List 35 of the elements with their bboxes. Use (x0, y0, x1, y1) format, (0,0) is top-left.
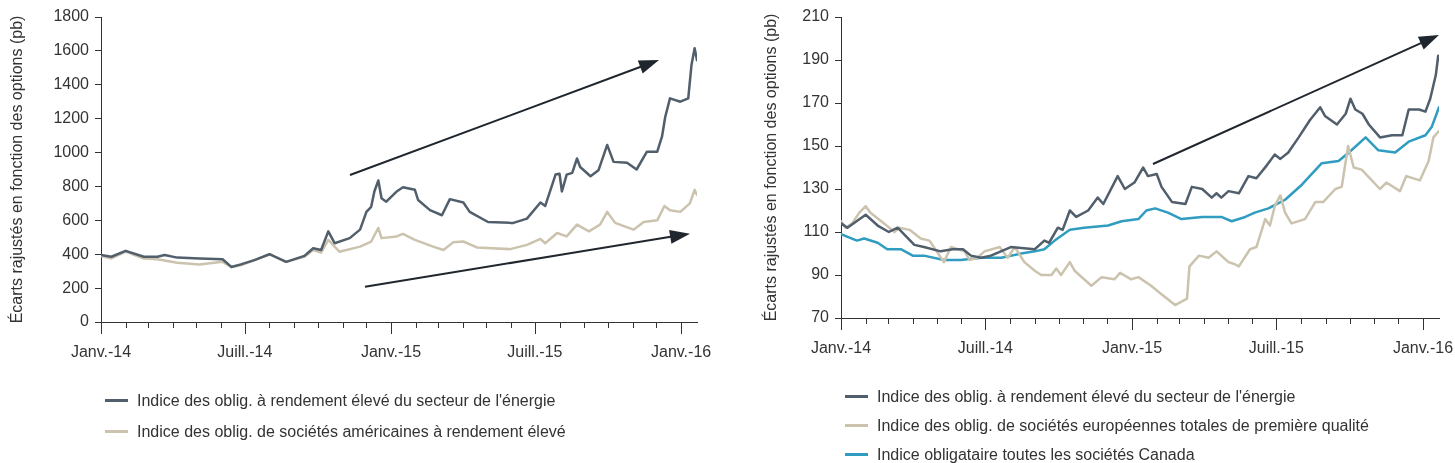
x-tick-label: Janv.-15 (360, 343, 422, 361)
y-tick-label: 130 (802, 179, 830, 197)
y-tick-label: 110 (803, 222, 830, 240)
y-tick-label: 800 (62, 176, 90, 194)
x-tick-label: Juill.-15 (1248, 339, 1305, 357)
x-tick-label: Janv.-14 (70, 343, 132, 361)
y-tick-label: 1200 (53, 109, 90, 127)
y-axis-title: Écarts rajustés en fonction des options (pb) (7, 15, 26, 324)
y-tick-label: 1800 (53, 7, 90, 25)
x-tick-label: Juill.-15 (507, 343, 563, 361)
y-tick-label: 70 (811, 308, 830, 326)
y-tick-label: 600 (62, 210, 90, 228)
x-tick-label: Janv.-14 (810, 339, 872, 357)
y-tick-label: 170 (802, 93, 830, 111)
y-tick-label: 200 (62, 278, 90, 296)
x-tick-label: Juill.-14 (217, 343, 273, 361)
legend-label: Indice des oblig. de sociétés américaines à rendement élevé (137, 422, 566, 441)
y-tick-label: 400 (62, 244, 90, 262)
x-tick-label: Janv.-15 (1101, 339, 1163, 357)
y-tick-label: 1600 (53, 41, 90, 59)
legend-label: Indice des oblig. à rendement élevé du secteur de l'énergie (877, 387, 1296, 406)
y-tick-label: 1400 (53, 75, 90, 93)
y-tick-label: 210 (802, 7, 830, 25)
y-tick-label: 190 (802, 50, 830, 68)
legend-label: Indice des oblig. à rendement élevé du secteur de l'énergie (137, 391, 556, 410)
y-axis-title: Écarts rajustés en fonction des options (pb) (761, 13, 780, 322)
x-tick-label: Janv.-16 (651, 343, 712, 361)
y-tick-label: 150 (802, 136, 830, 154)
x-tick-label: Juill.-14 (957, 339, 1013, 357)
legend-label: Indice des oblig. de sociétés européennes totales de première qualité (877, 416, 1369, 435)
y-tick-label: 90 (811, 265, 830, 283)
x-tick-label: Janv.-16 (1392, 339, 1454, 357)
y-tick-label: 0 (80, 312, 90, 330)
y-tick-label: 1000 (53, 142, 90, 160)
legend-label: Indice obligataire toutes les sociétés Canada (877, 445, 1195, 463)
